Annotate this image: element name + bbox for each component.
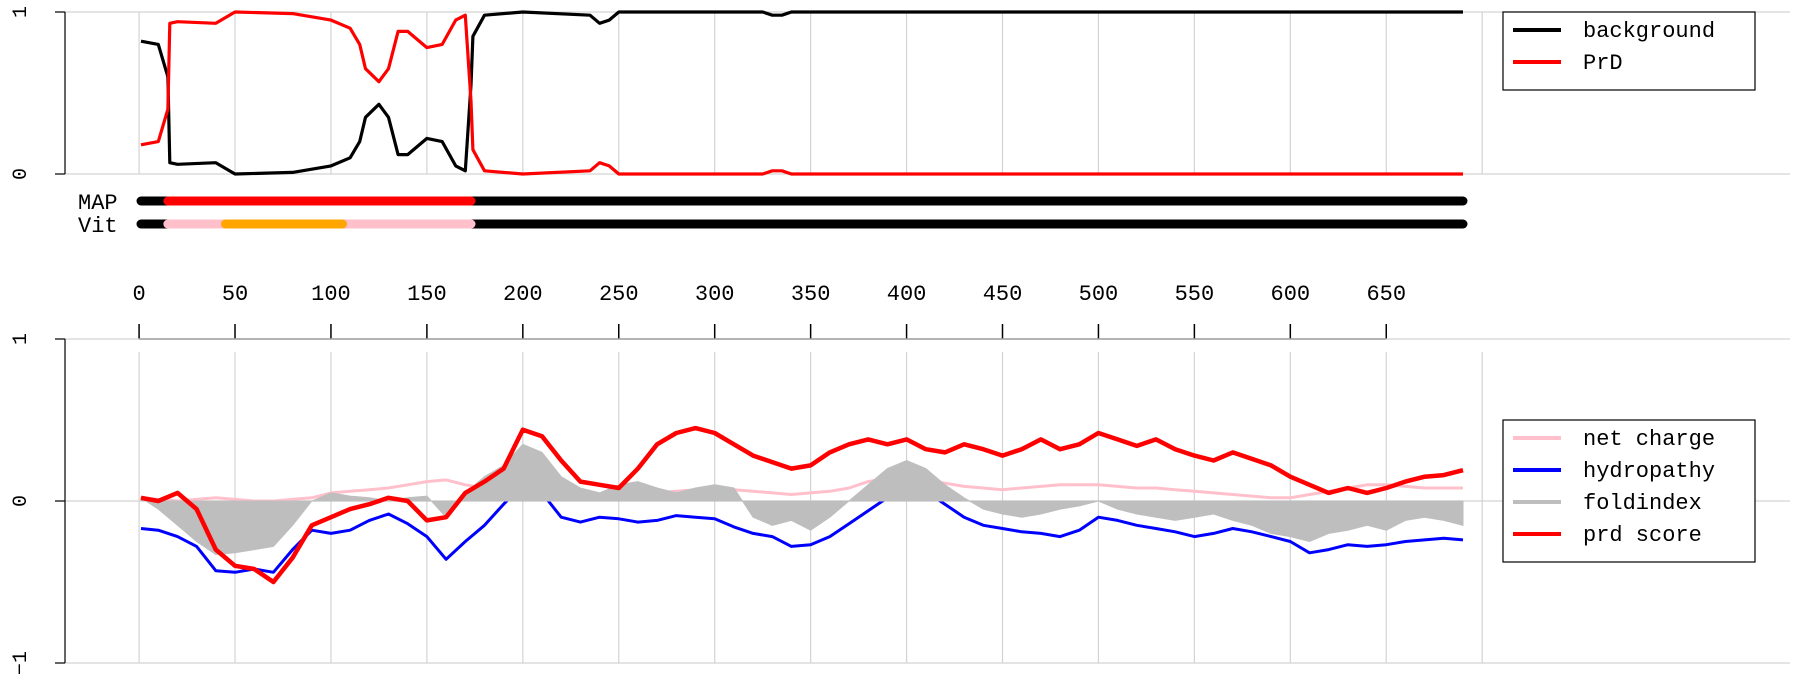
series-line-net-charge: [140, 475, 1463, 503]
legend-label-foldindex: foldindex: [1583, 491, 1702, 516]
legend-label-background: background: [1583, 19, 1715, 44]
x-tick-label: 50: [222, 282, 248, 307]
y-tick-label: 1: [10, 6, 33, 18]
series-line-hydropathy: [140, 483, 1464, 574]
bottom-panel-y-axis: −1 0 1: [10, 333, 66, 675]
series-line-prd: [140, 10, 1463, 176]
legend-label-prd: PrD: [1583, 51, 1623, 76]
x-tick-label: 250: [599, 282, 639, 307]
bottom-panel-legend: net charge hydropathy foldindex prd score: [1502, 419, 1756, 563]
x-tick-label: 200: [503, 282, 543, 307]
residue-axis: 0 50 100 150 200 250 300 350 400 450 500 550 600 650: [132, 282, 1406, 340]
legend-box: [1502, 11, 1756, 91]
x-tick-label: 400: [887, 282, 927, 307]
y-tick-label: −1: [10, 651, 33, 675]
y-tick-label: 0: [10, 495, 33, 507]
x-tick-label: 500: [1079, 282, 1119, 307]
x-tick-label: 0: [132, 282, 145, 307]
series-line-prd-score: [140, 425, 1464, 585]
x-tick-label: 150: [407, 282, 447, 307]
legend-label-prd-score: prd score: [1583, 523, 1702, 548]
x-tick-label: 300: [695, 282, 735, 307]
legend-label-hydropathy: hydropathy: [1583, 459, 1715, 484]
x-tick-label: 450: [983, 282, 1023, 307]
x-tick-label: 350: [791, 282, 831, 307]
track-label-map: MAP: [78, 191, 118, 216]
x-tick-label: 600: [1271, 282, 1311, 307]
series-line-background: [140, 10, 1463, 176]
x-tick-label: 650: [1366, 282, 1406, 307]
track-label-vit: Vit: [78, 214, 118, 239]
top-panel-y-axis: 01: [10, 6, 66, 180]
y-tick-label: 1: [10, 333, 33, 345]
y-tick-label: 0: [10, 168, 33, 180]
series-area-foldindex: [140, 443, 1464, 556]
legend-label-net-charge: net charge: [1583, 427, 1715, 452]
x-tick-label: 100: [311, 282, 351, 307]
x-tick-label: 550: [1175, 282, 1215, 307]
bottom-panel-series: [140, 425, 1464, 585]
top-panel-series: [140, 10, 1463, 176]
top-panel-legend: background PrD: [1502, 11, 1756, 91]
legend-box: [1502, 419, 1756, 563]
